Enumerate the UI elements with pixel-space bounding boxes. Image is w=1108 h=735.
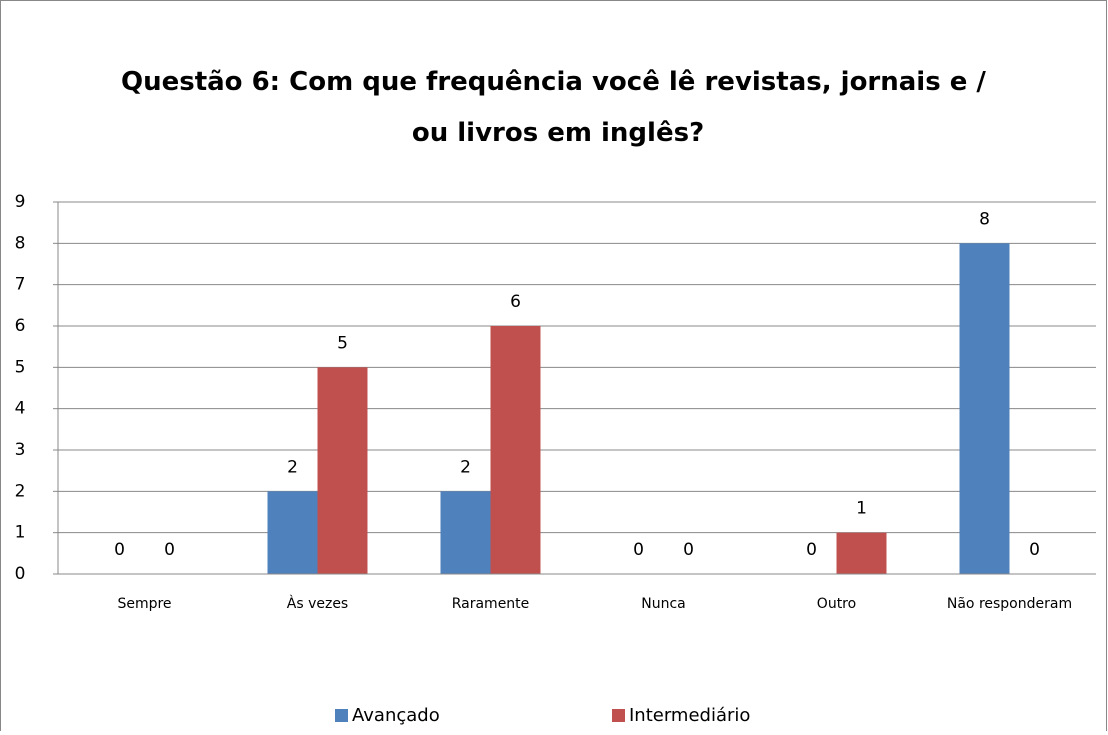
- bar: [959, 243, 1010, 575]
- x-tick-label: Não responderam: [947, 596, 1072, 612]
- legend-swatch: [612, 709, 625, 722]
- value-label: 8: [979, 209, 990, 229]
- y-tick-label: 1: [15, 523, 26, 543]
- value-label: 0: [806, 540, 817, 560]
- bar: [440, 491, 491, 574]
- x-tick-label: Às vezes: [287, 595, 348, 612]
- legend-label: Avançado: [352, 705, 440, 726]
- bar: [317, 367, 368, 574]
- y-tick-label: 3: [15, 440, 26, 460]
- bar: [836, 532, 887, 574]
- y-tick-label: 2: [15, 481, 26, 501]
- value-label: 1: [856, 499, 867, 519]
- x-tick-label: Sempre: [117, 596, 171, 612]
- value-label: 6: [510, 292, 521, 312]
- y-tick-label: 7: [15, 275, 26, 295]
- y-tick-label: 0: [15, 564, 26, 584]
- y-tick-label: 4: [15, 399, 26, 419]
- value-label: 2: [460, 457, 471, 477]
- value-label: 0: [1029, 540, 1040, 560]
- title-line: Questão 6: Com que frequência você lê re…: [121, 67, 986, 97]
- legend-label: Intermediário: [629, 705, 750, 726]
- x-tick-label: Raramente: [452, 596, 530, 612]
- value-label: 0: [114, 540, 125, 560]
- x-tick-label: Nunca: [641, 596, 686, 612]
- value-label: 5: [337, 333, 348, 353]
- x-tick-label: Outro: [817, 596, 856, 612]
- value-label: 2: [287, 457, 298, 477]
- bar: [490, 326, 541, 574]
- legend-swatch: [335, 709, 348, 722]
- chart-title: Questão 6: Com que frequência você lê re…: [121, 67, 995, 148]
- y-tick-label: 5: [15, 357, 26, 377]
- bar: [267, 491, 318, 574]
- value-label: 0: [164, 540, 175, 560]
- value-label: 0: [633, 540, 644, 560]
- y-tick-label: 6: [15, 316, 26, 336]
- y-tick-label: 8: [15, 233, 26, 253]
- y-tick-label: 9: [15, 192, 26, 212]
- value-label: 0: [683, 540, 694, 560]
- title-line: ou livros em inglês?: [412, 118, 704, 148]
